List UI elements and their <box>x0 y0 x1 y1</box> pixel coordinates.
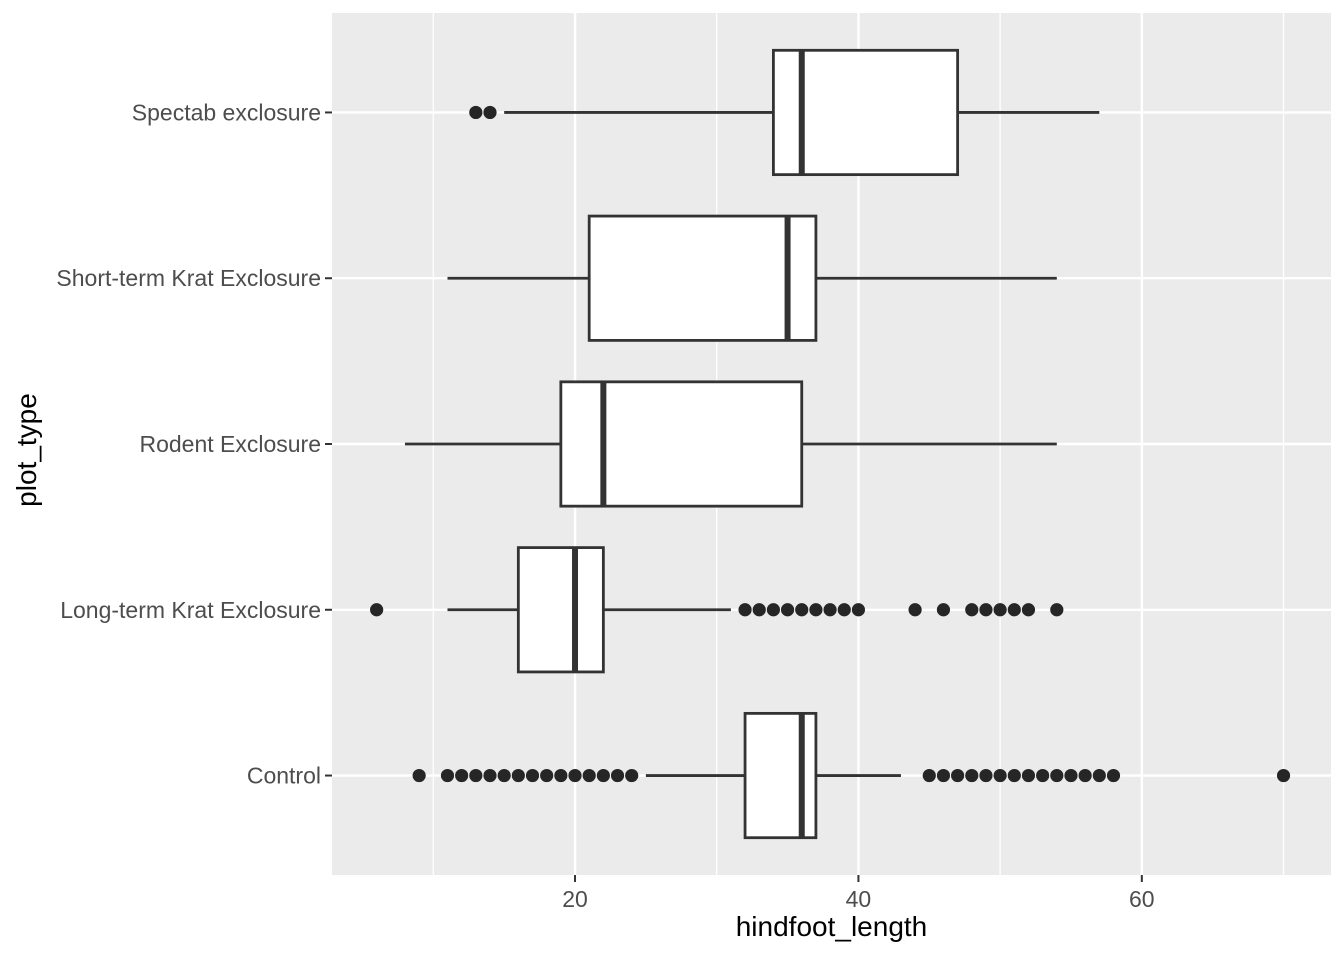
outlier-point <box>780 603 795 617</box>
outlier-point <box>596 768 610 783</box>
x-tick-label: 60 <box>1129 886 1155 912</box>
outlier-point <box>370 603 384 617</box>
outlier-point <box>809 603 823 617</box>
outlier-point <box>922 768 936 783</box>
outlier-point <box>851 603 866 617</box>
outlier-point <box>965 603 979 617</box>
outlier-point <box>511 768 525 783</box>
y-category-label: Control <box>247 763 321 789</box>
outlier-point <box>965 768 979 783</box>
outlier-point <box>412 768 426 783</box>
y-category-label: Spectab exclosure <box>132 99 321 125</box>
outlier-point <box>951 768 965 783</box>
outlier-point <box>469 105 483 120</box>
y-category-label: Short-term Krat Exclosure <box>56 265 321 291</box>
outlier-point <box>610 768 625 783</box>
outlier-point <box>554 768 568 783</box>
outlier-point <box>738 603 752 617</box>
box <box>743 711 818 840</box>
outlier-point <box>582 768 596 783</box>
outlier-point <box>440 768 455 783</box>
outlier-point <box>1007 603 1021 617</box>
outlier-point <box>766 603 781 617</box>
outlier-point <box>752 603 766 617</box>
box <box>516 546 605 674</box>
outlier-point <box>823 603 837 617</box>
box <box>587 214 818 342</box>
outlier-point <box>1050 603 1064 617</box>
outlier-point <box>993 768 1007 783</box>
outlier-point <box>483 105 497 120</box>
outlier-point <box>469 768 483 783</box>
outlier-point <box>1276 768 1291 783</box>
outlier-point <box>540 768 554 783</box>
outlier-point <box>1092 768 1106 783</box>
outlier-point <box>1064 768 1078 783</box>
outlier-point <box>1021 768 1036 783</box>
outlier-point <box>936 603 951 617</box>
y-axis-title: plot_type <box>11 393 42 507</box>
outlier-point <box>568 768 582 783</box>
outlier-point <box>979 768 993 783</box>
y-category-label: Long-term Krat Exclosure <box>60 597 321 623</box>
outlier-point <box>1021 603 1036 617</box>
outlier-point <box>795 603 809 617</box>
outlier-point <box>455 768 469 783</box>
x-tick-label: 40 <box>846 886 872 912</box>
outlier-point <box>1078 768 1092 783</box>
outlier-point <box>979 603 993 617</box>
outlier-point <box>993 603 1007 617</box>
outlier-point <box>1106 768 1121 783</box>
outlier-point <box>837 603 851 617</box>
x-axis-title: hindfoot_length <box>735 911 928 942</box>
outlier-point <box>1036 768 1050 783</box>
box <box>559 380 804 508</box>
outlier-point <box>625 768 639 783</box>
outlier-point <box>1050 768 1064 783</box>
outlier-point <box>1007 768 1021 783</box>
x-tick-label: 20 <box>562 886 588 912</box>
outlier-point <box>525 768 540 783</box>
outlier-point <box>483 768 497 783</box>
outlier-point <box>936 768 951 783</box>
outlier-point <box>497 768 511 783</box>
outlier-point <box>908 603 922 617</box>
y-category-label: Rodent Exclosure <box>139 431 321 457</box>
